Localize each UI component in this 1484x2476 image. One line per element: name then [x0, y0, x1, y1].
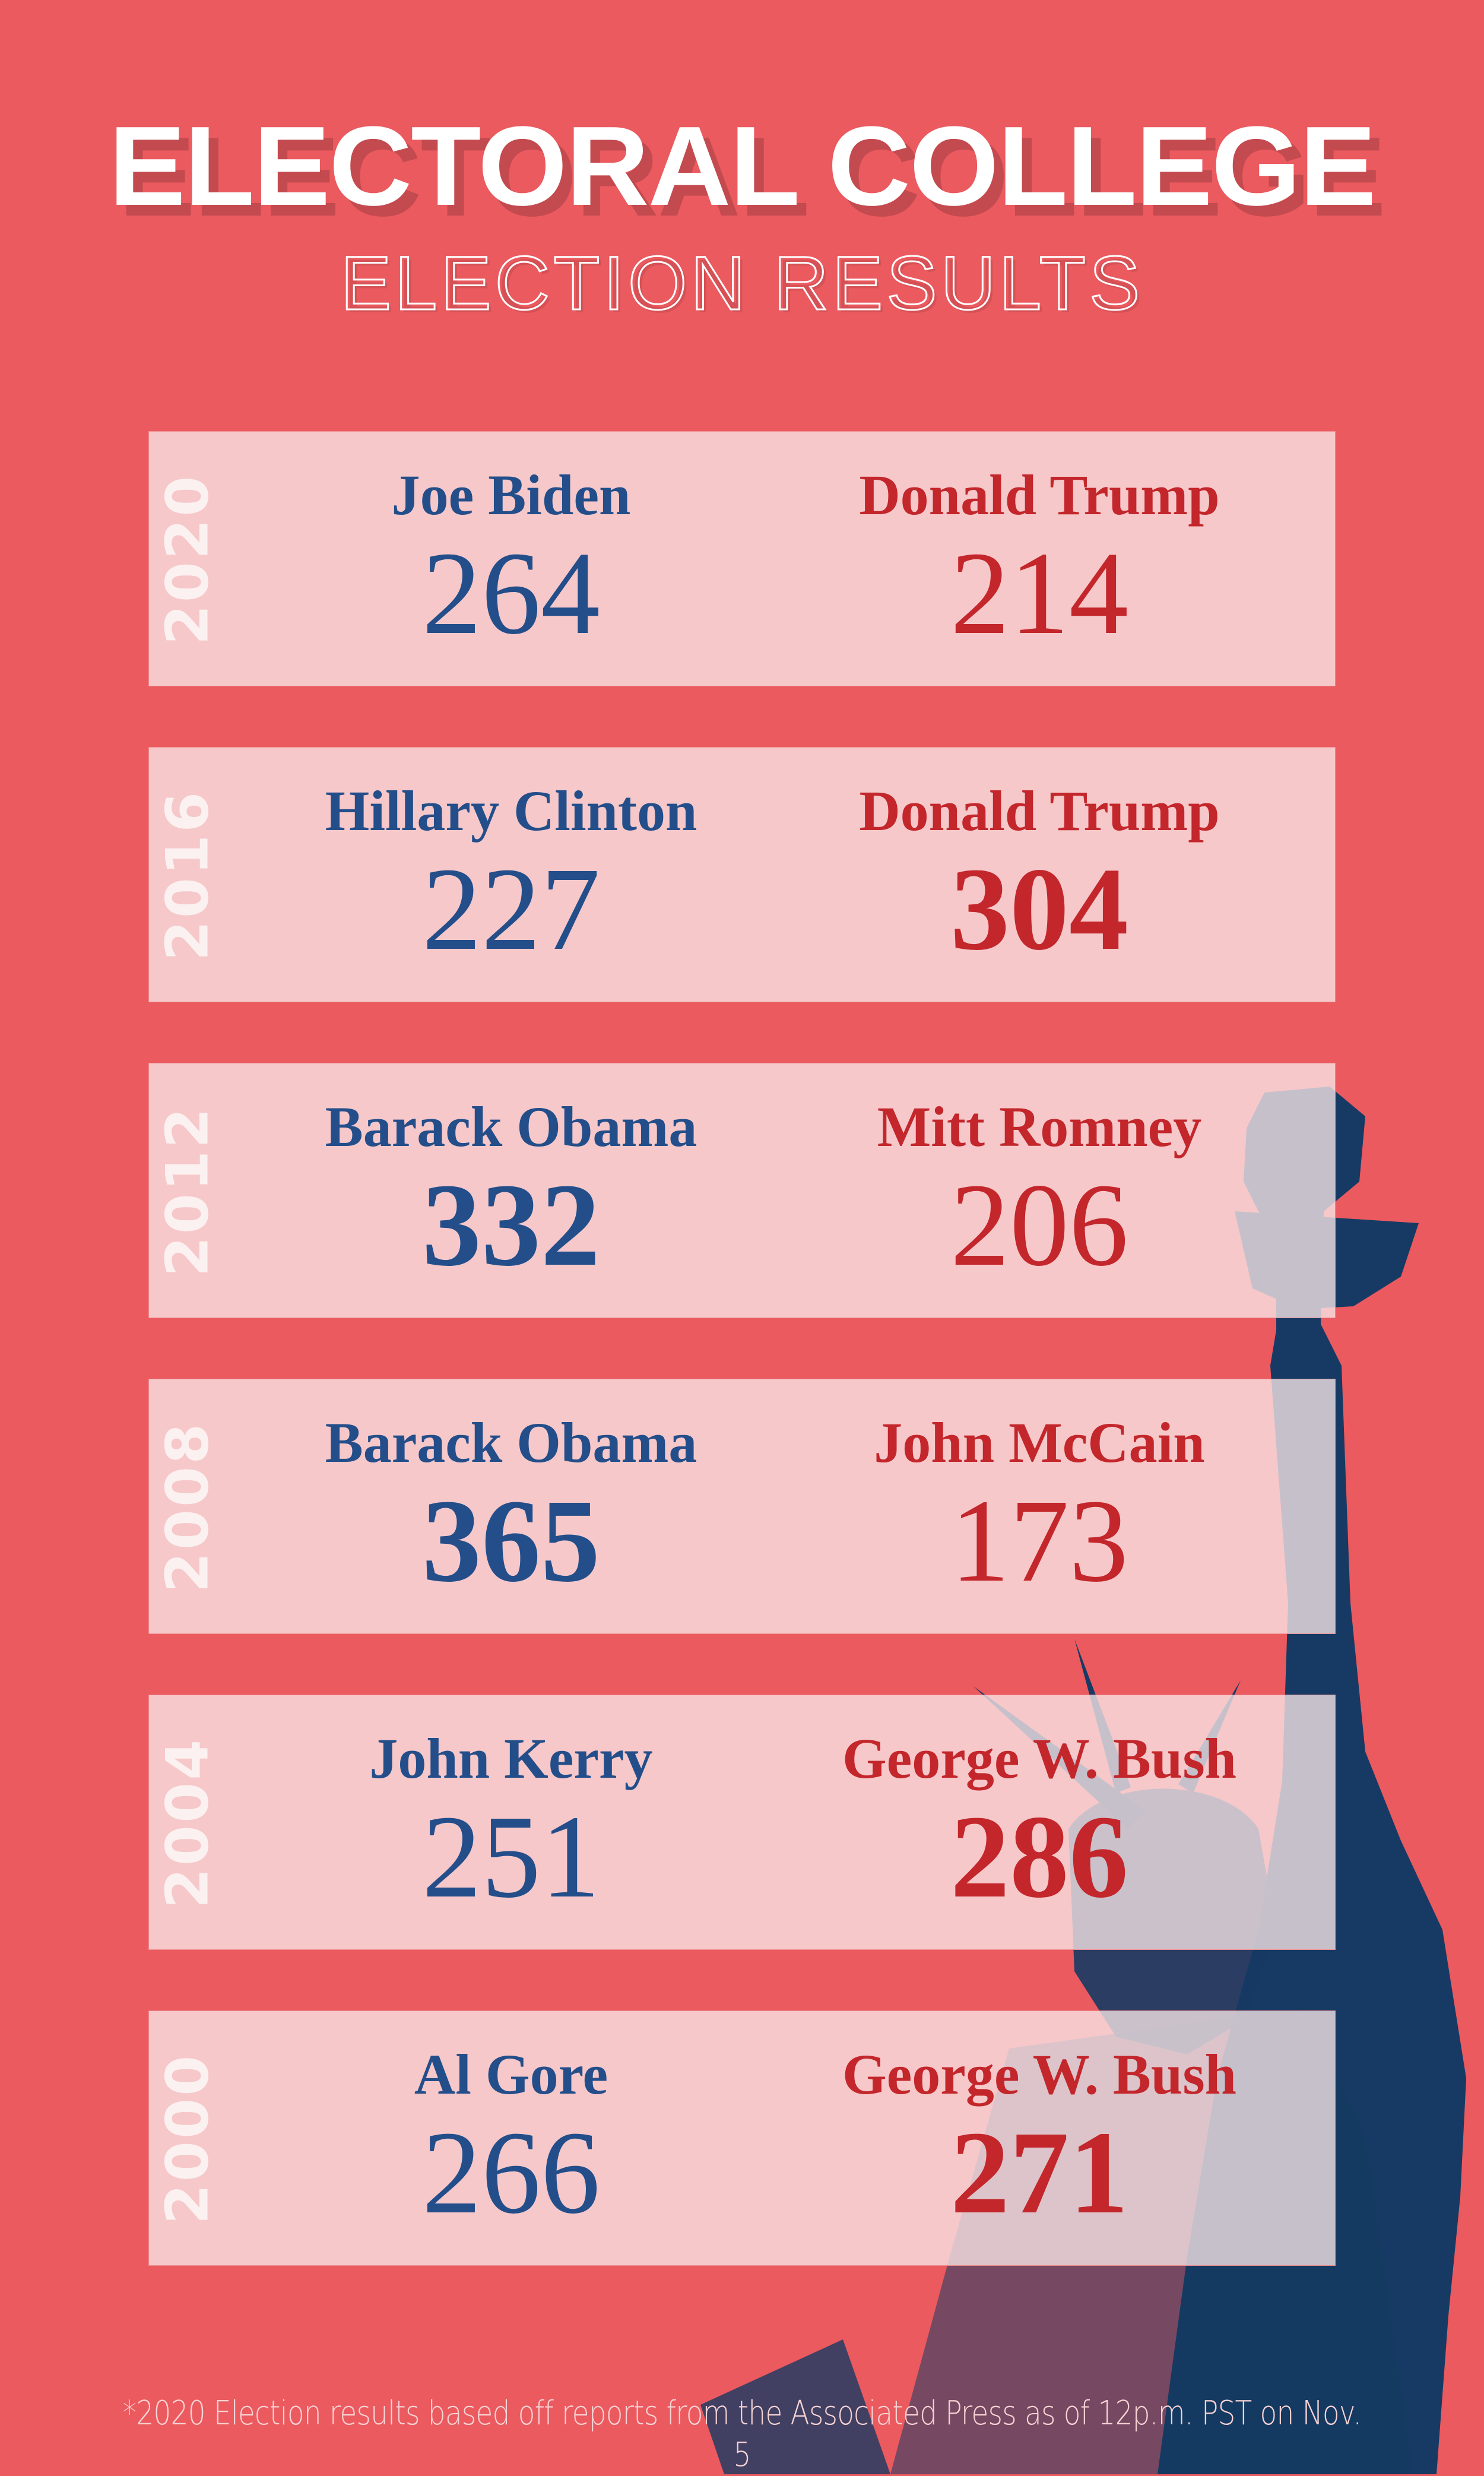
candidate-name: Donald Trump: [859, 463, 1220, 527]
democrat-result: Barack Obama 332: [244, 1094, 778, 1288]
electoral-votes-winner: 332: [422, 1160, 600, 1291]
candidate-name: John Kerry: [369, 1727, 653, 1790]
democrat-result: Joe Biden 264: [244, 463, 778, 656]
candidate-name: George W. Bush: [842, 2043, 1237, 2106]
electoral-votes: 227: [422, 844, 600, 975]
candidate-name: Hillary Clinton: [325, 779, 697, 843]
democrat-result: Al Gore 266: [244, 2042, 778, 2236]
republican-result: Donald Trump 304: [772, 778, 1307, 972]
electoral-votes-winner: 271: [950, 2107, 1128, 2238]
election-card-2012: 2012 Barack Obama 332 Mitt Romney 206: [148, 1063, 1336, 1318]
electoral-votes-winner: 286: [950, 1791, 1128, 1923]
election-card-2016: 2016 Hillary Clinton 227 Donald Trump 30…: [148, 747, 1336, 1002]
footnote: *2020 Election results based off reports…: [122, 2394, 1362, 2474]
year-label: 2012: [154, 1105, 222, 1277]
electoral-votes: 206: [950, 1160, 1128, 1291]
republican-result: Mitt Romney 206: [772, 1094, 1307, 1288]
democrat-result: Barack Obama 365: [244, 1410, 778, 1604]
republican-result: George W. Bush 271: [772, 2042, 1307, 2236]
election-card-2008: 2008 Barack Obama 365 John McCain 173: [148, 1379, 1336, 1634]
page-subtitle: ELECTION RESULTS: [340, 241, 1144, 326]
candidate-name: Donald Trump: [859, 779, 1220, 843]
candidate-name: Al Gore: [414, 2043, 608, 2106]
election-card-2020: 2020 Joe Biden 264 Donald Trump 214: [148, 431, 1336, 686]
electoral-votes-winner: 365: [422, 1476, 600, 1607]
democrat-result: John Kerry 251: [244, 1726, 778, 1920]
republican-result: George W. Bush 286: [772, 1726, 1307, 1920]
republican-result: Donald Trump 214: [772, 463, 1307, 656]
header: ELECTORAL COLLEGE ELECTION RESULTS: [0, 103, 1484, 326]
electoral-votes-winner: 304: [950, 844, 1128, 975]
electoral-votes: 266: [422, 2107, 600, 2238]
page-title: ELECTORAL COLLEGE: [109, 103, 1376, 229]
year-label: 2004: [154, 1737, 222, 1909]
candidate-name: Barack Obama: [325, 1095, 697, 1158]
electoral-votes: 214: [950, 528, 1128, 659]
electoral-votes: 173: [950, 1476, 1128, 1607]
year-label: 2020: [154, 473, 222, 645]
election-card-2000: 2000 Al Gore 266 George W. Bush 271: [148, 2010, 1336, 2266]
year-label: 2008: [154, 1421, 222, 1593]
candidate-name: John McCain: [874, 1411, 1205, 1474]
candidate-name: Barack Obama: [325, 1411, 697, 1474]
year-label: 2016: [154, 789, 222, 961]
candidate-name: Joe Biden: [391, 463, 631, 527]
candidate-name: George W. Bush: [842, 1727, 1237, 1790]
republican-result: John McCain 173: [772, 1410, 1307, 1604]
electoral-votes: 251: [422, 1791, 600, 1923]
electoral-votes: 264: [422, 528, 600, 659]
democrat-result: Hillary Clinton 227: [244, 778, 778, 972]
candidate-name: Mitt Romney: [877, 1095, 1202, 1158]
election-card-2004: 2004 John Kerry 251 George W. Bush 286: [148, 1695, 1336, 1950]
year-label: 2000: [154, 2053, 222, 2225]
